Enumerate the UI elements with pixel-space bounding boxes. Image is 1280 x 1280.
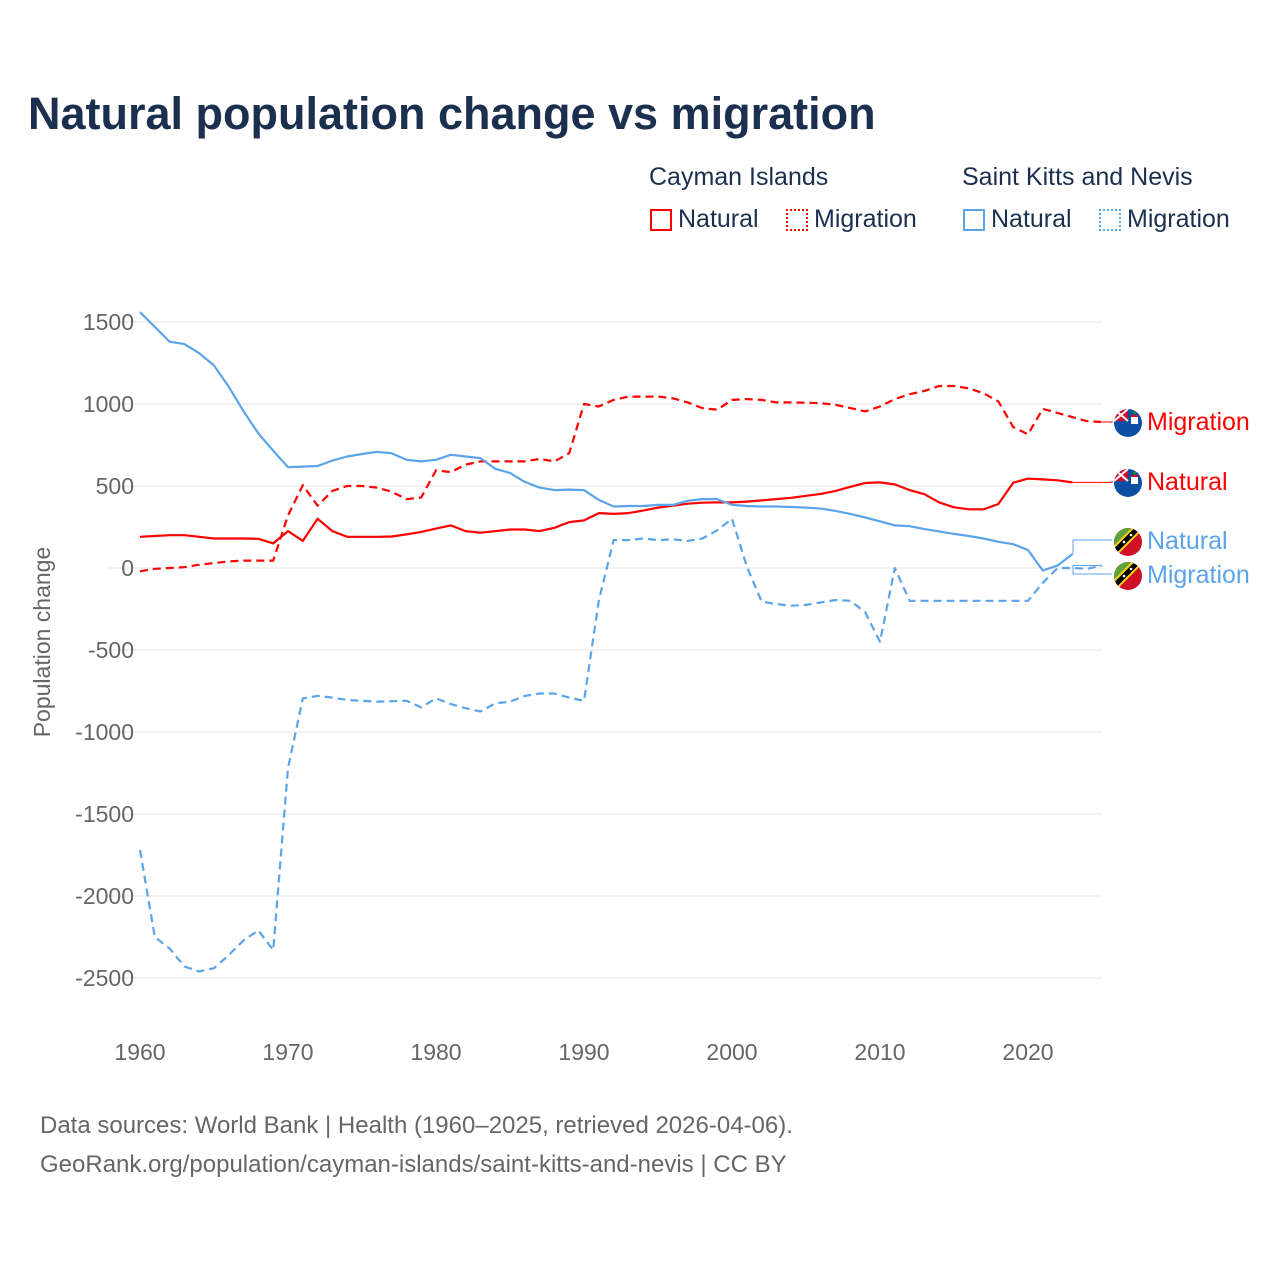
end-label: Migration: [1147, 408, 1250, 436]
x-tick-label: 1960: [114, 1039, 165, 1065]
leader-line: [1072, 481, 1113, 483]
legend-swatch-solid-red: [650, 208, 672, 231]
end-label: Natural: [1147, 468, 1228, 496]
y-tick-label: -1500: [75, 801, 134, 827]
legend-label: Migration: [1127, 205, 1230, 233]
x-tick-label: 2020: [1002, 1039, 1053, 1065]
source-url: GeoRank.org/population/cayman-islands/sa…: [40, 1151, 787, 1178]
leader-line: [1072, 565, 1112, 575]
y-tick-label: -1000: [75, 719, 134, 745]
legend-skn-migration[interactable]: Migration: [1099, 205, 1230, 234]
legend-group-skn: Saint Kitts and Nevis: [962, 163, 1193, 191]
x-tick-label: 2010: [854, 1039, 905, 1065]
y-tick-label: -2500: [75, 965, 134, 991]
x-tick-label: 1990: [558, 1039, 609, 1065]
legend-cayman-natural[interactable]: Natural: [650, 205, 759, 234]
series-line-saint-kitts-and-nevis-natural[interactable]: [139, 311, 1074, 572]
cayman-islands-flag-icon: [1114, 469, 1142, 497]
y-tick-label: 1000: [83, 391, 134, 417]
end-label: Migration: [1147, 561, 1250, 589]
legend-label: Migration: [814, 205, 917, 233]
saint-kitts-nevis-flag-icon: [1114, 562, 1142, 590]
saint-kitts-nevis-flag-icon: [1114, 528, 1142, 556]
y-tick-label: 0: [121, 555, 134, 581]
x-tick-label: 1980: [410, 1039, 461, 1065]
x-tick-label: 1970: [262, 1039, 313, 1065]
series-line-cayman-islands-natural[interactable]: [139, 477, 1073, 545]
end-label: Natural: [1147, 527, 1228, 555]
data-source-note: Data sources: World Bank | Health (1960–…: [40, 1112, 793, 1139]
leader-line: [1102, 421, 1113, 423]
legend-group-cayman: Cayman Islands: [649, 163, 829, 191]
legend-swatch-dotted-red: [786, 208, 808, 231]
legend-swatch-dotted-blue: [1099, 208, 1121, 231]
series-line-cayman-islands-migration[interactable]: [139, 384, 1103, 573]
line-chart: 1500 1000 500 0 -500 -1000 -1500 -2000 -2500 196…: [29, 309, 1250, 1065]
y-tick-label: -2000: [75, 883, 134, 909]
cayman-islands-flag-icon: [1114, 409, 1142, 437]
legend-label: Natural: [991, 205, 1072, 233]
legend-cayman-migration[interactable]: Migration: [786, 205, 917, 234]
y-tick-label: 500: [96, 473, 134, 499]
y-tick-label: 1500: [83, 309, 134, 335]
chart-title: Natural population change vs migration: [28, 88, 876, 139]
legend-swatch-solid-blue: [963, 208, 985, 231]
footer: Data sources: World Bank | Health (1960–…: [40, 1106, 793, 1184]
series-line-saint-kitts-and-nevis-migration[interactable]: [138, 517, 1103, 973]
legend-label: Natural: [678, 205, 759, 233]
y-tick-label: -500: [88, 637, 134, 663]
x-tick-label: 2000: [706, 1039, 757, 1065]
leader-line: [1072, 539, 1112, 555]
legend-skn-natural[interactable]: Natural: [963, 205, 1072, 234]
y-axis-label: Population change: [29, 547, 55, 738]
